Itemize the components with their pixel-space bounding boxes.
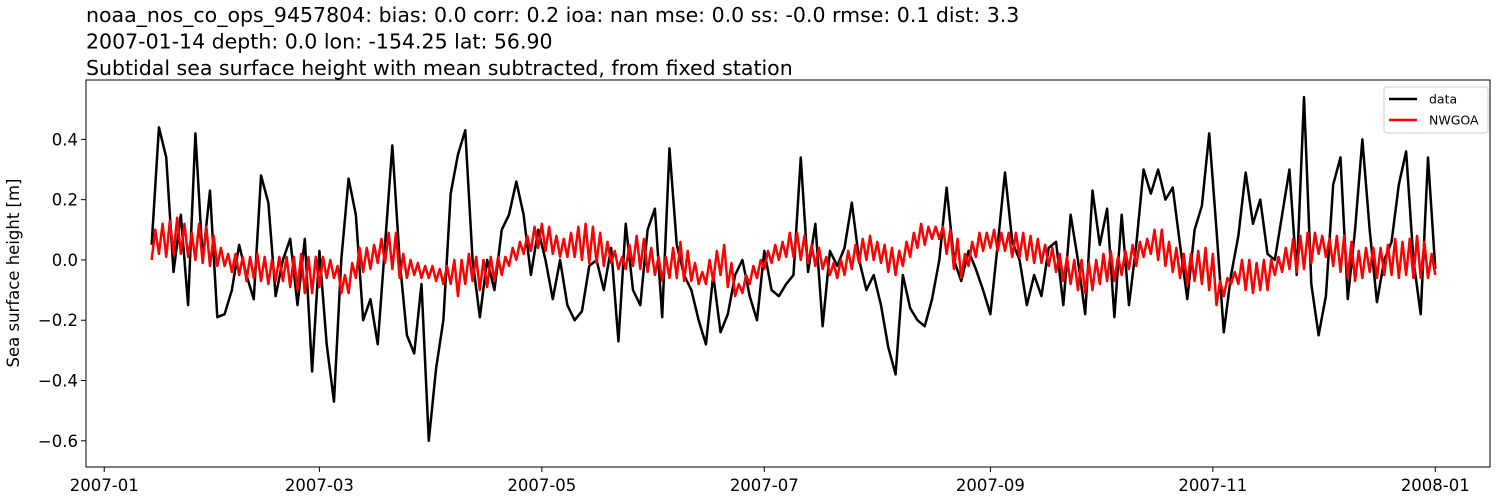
x-axis: 2007-01 2007-03 2007-05 2007-07 2007-09 2007-… [70, 467, 1470, 495]
legend-label-data: data [1429, 92, 1457, 107]
title-line-description: Subtidal sea surface height with mean su… [86, 56, 793, 80]
x-tick-label: 2007-05 [507, 476, 576, 495]
y-axis: −0.6 −0.4 −0.2 0.0 0.2 0.4 [38, 130, 86, 451]
series-line-nwgoa [150, 216, 1437, 307]
x-tick-label: 2007-11 [1178, 476, 1247, 495]
legend: data NWGOA [1383, 86, 1489, 134]
legend-label-nwgoa: NWGOA [1429, 113, 1479, 128]
y-tick-label: −0.2 [38, 311, 78, 330]
y-tick-label: 0.4 [52, 130, 78, 149]
chart-title: noaa_nos_co_ops_9457804: bias: 0.0 corr:… [86, 3, 1019, 80]
x-tick-label: 2008-01 [1401, 476, 1470, 495]
y-tick-label: −0.4 [38, 371, 78, 390]
y-tick-label: 0.2 [52, 191, 78, 210]
y-axis-label: Sea surface height [m] [4, 179, 23, 368]
plot-frame [85, 79, 1491, 468]
y-tick-label: 0.0 [52, 251, 78, 270]
title-line-stats: noaa_nos_co_ops_9457804: bias: 0.0 corr:… [86, 3, 1019, 28]
x-tick-label: 2007-07 [730, 476, 799, 495]
x-tick-label: 2007-09 [956, 476, 1025, 495]
series-line-data [150, 95, 1437, 443]
series-layer [150, 95, 1437, 443]
x-tick-label: 2007-03 [285, 476, 354, 495]
title-line-station-info: 2007-01-14 depth: 0.0 lon: -154.25 lat: … [86, 30, 553, 54]
y-tick-label: −0.6 [38, 432, 78, 451]
x-tick-label: 2007-01 [70, 476, 139, 495]
